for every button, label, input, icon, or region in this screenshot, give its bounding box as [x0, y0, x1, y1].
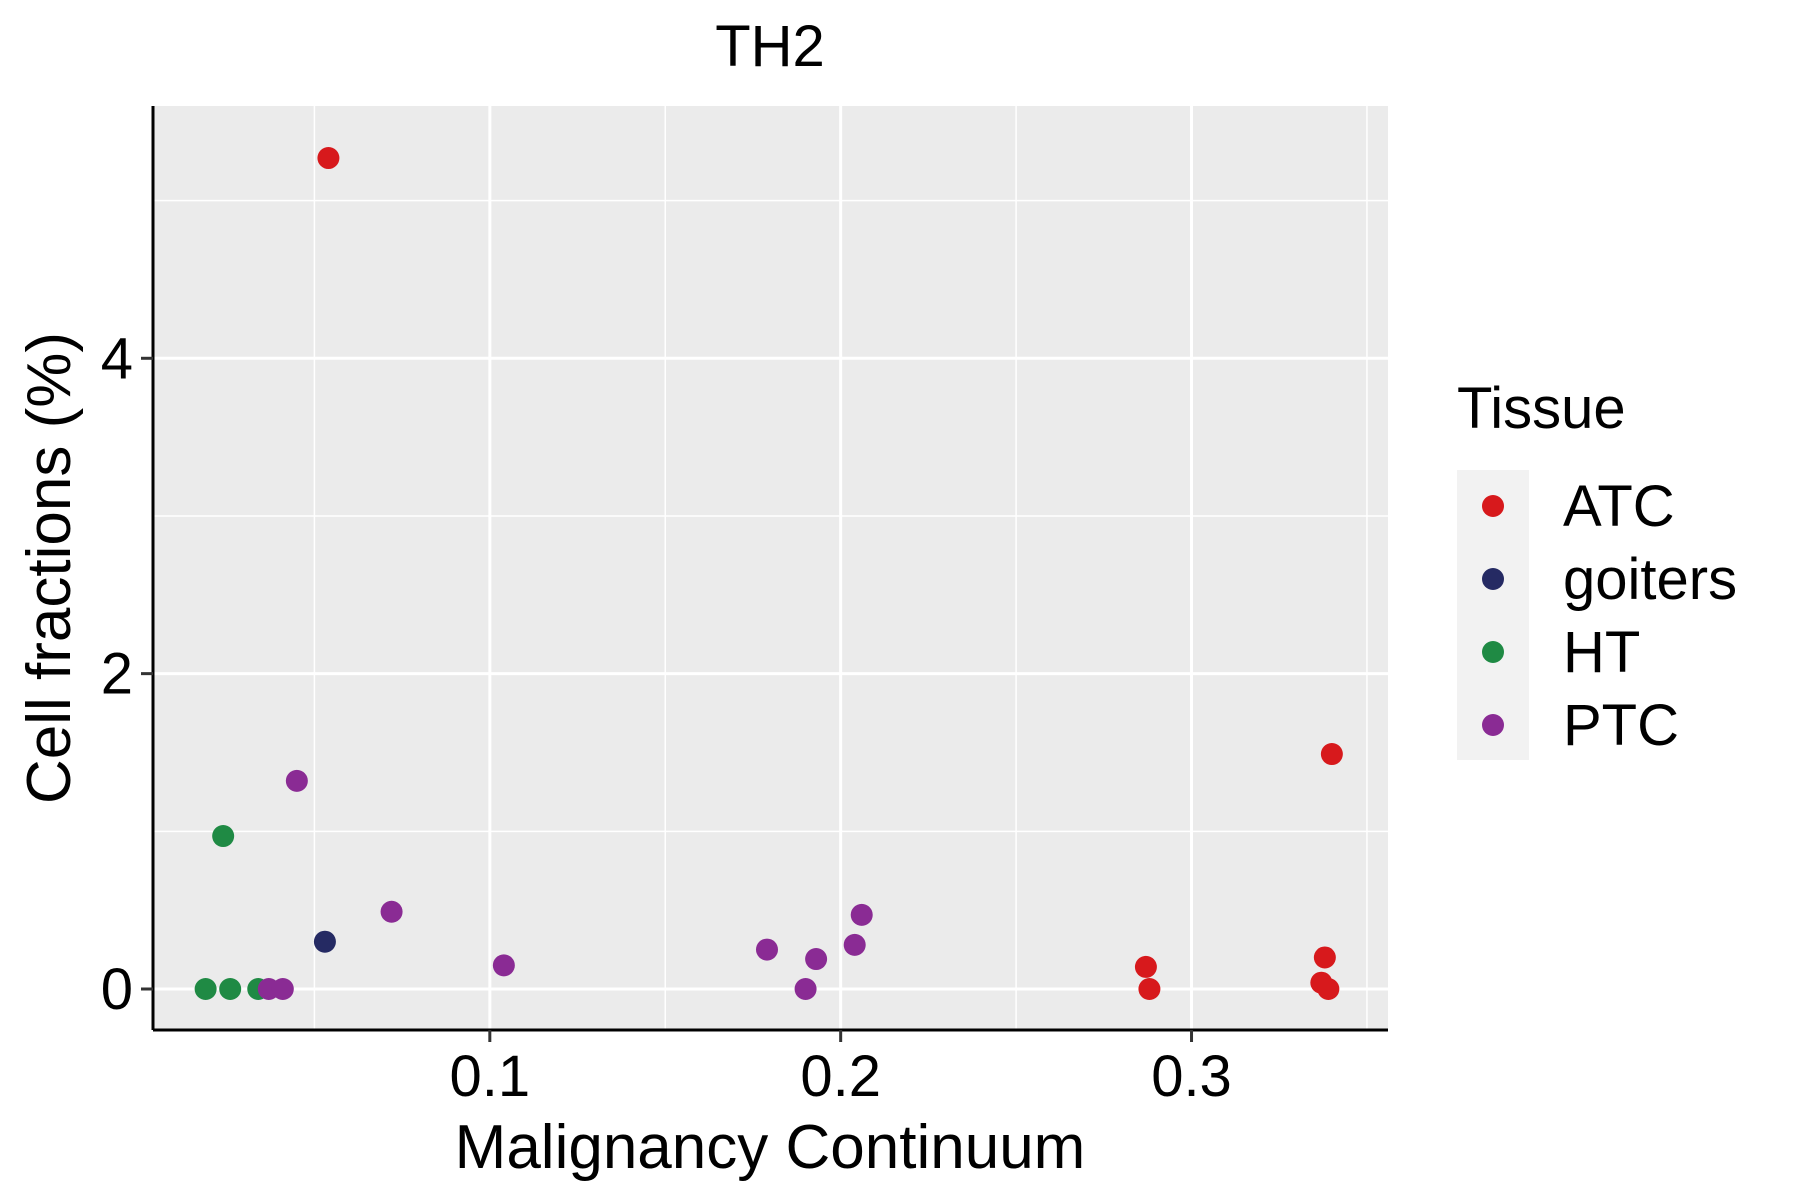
data-point-ptc	[794, 978, 817, 1001]
y-axis-ticks: 0 2 4	[101, 326, 153, 1022]
x-tick-label: 0.3	[1151, 1044, 1232, 1109]
legend-items: ATC goiters HT PTC	[1482, 474, 1737, 758]
y-tick-label: 2	[101, 642, 133, 707]
grid-major	[153, 106, 1388, 1030]
y-tick-label: 4	[101, 326, 133, 391]
data-point-atc	[1138, 978, 1161, 1001]
data-point-atc	[1134, 955, 1157, 978]
legend-label-ht: HT	[1563, 620, 1640, 685]
x-axis-title: Malignancy Continuum	[455, 1113, 1086, 1182]
x-tick-label: 0.1	[449, 1044, 530, 1109]
legend-key-ht	[1482, 641, 1504, 663]
data-point-ptc	[850, 903, 873, 926]
legend-key-background	[1457, 470, 1529, 760]
chart-title: TH2	[715, 14, 825, 79]
data-point-ht	[194, 978, 217, 1001]
legend-label-goiters: goiters	[1563, 547, 1737, 612]
x-tick-label: 0.2	[800, 1044, 881, 1109]
data-points	[194, 147, 1343, 1001]
legend-key-ptc	[1482, 714, 1504, 736]
legend-key-atc	[1482, 495, 1504, 517]
data-point-ptc	[492, 954, 515, 977]
data-point-ptc	[285, 769, 308, 792]
data-point-atc	[1320, 743, 1343, 766]
data-point-ptc	[271, 978, 294, 1001]
data-point-ptc	[380, 900, 403, 923]
legend-label-ptc: PTC	[1563, 693, 1679, 758]
data-point-ptc	[805, 948, 828, 971]
data-point-atc	[1317, 978, 1340, 1001]
data-point-ht	[212, 825, 235, 848]
data-point-atc	[317, 147, 340, 170]
data-point-ptc	[755, 938, 778, 961]
x-axis-ticks: 0.1 0.2 0.3	[449, 1030, 1232, 1109]
data-point-atc	[1313, 946, 1336, 969]
grid-minor	[153, 106, 1388, 1030]
legend-title: Tissue	[1457, 376, 1626, 441]
y-tick-label: 0	[101, 957, 133, 1022]
y-axis-title: Cell fractions (%)	[15, 332, 84, 804]
legend-label-atc: ATC	[1563, 474, 1675, 539]
legend-key-goiters	[1482, 568, 1504, 590]
plot-panel	[153, 106, 1388, 1030]
data-point-goiters	[313, 930, 336, 953]
legend: Tissue ATC goiters HT PTC	[1457, 376, 1737, 760]
data-point-ht	[219, 978, 242, 1001]
data-point-ptc	[843, 933, 866, 956]
